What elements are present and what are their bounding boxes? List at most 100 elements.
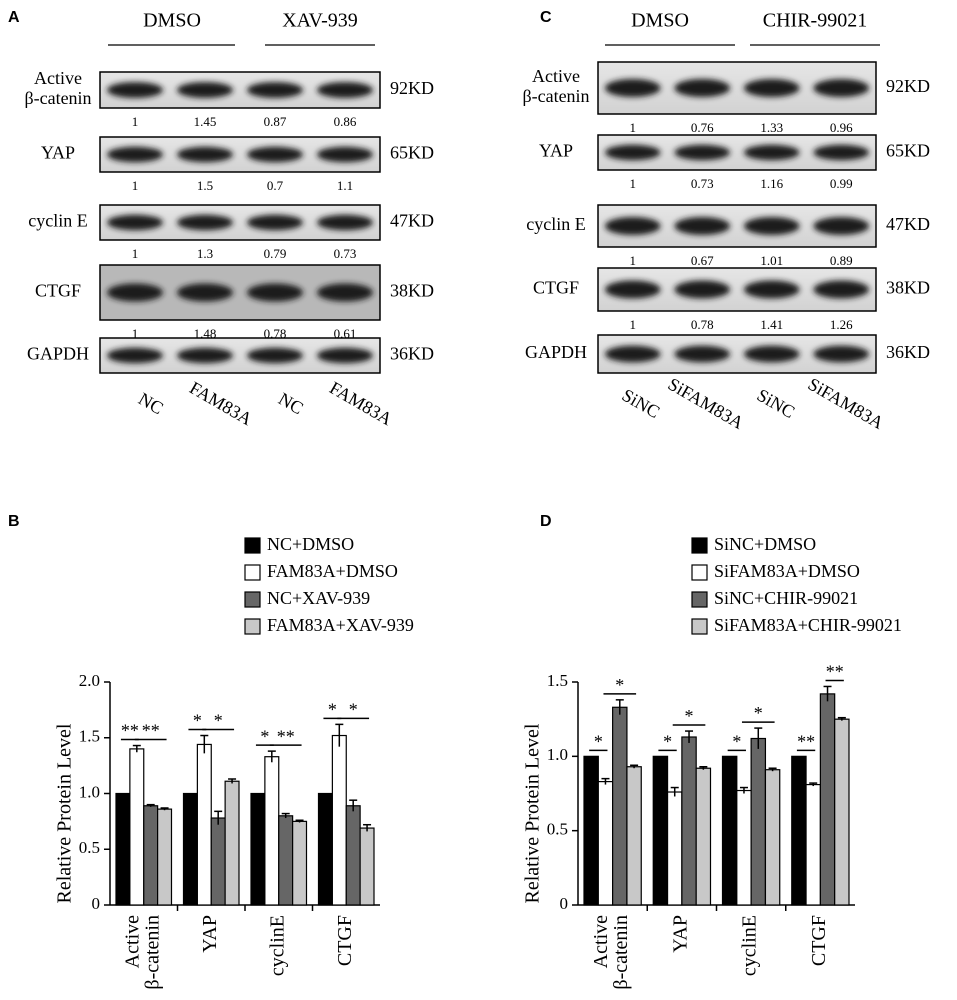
lane-label: FAM83A — [326, 378, 395, 430]
band — [247, 347, 303, 364]
band — [177, 214, 233, 231]
x-tick-label: CTGF — [808, 915, 830, 966]
lane-label: SiNC — [754, 385, 799, 422]
lane-label: SiFAM83A — [805, 374, 887, 433]
significance-label: ** — [826, 662, 844, 682]
panel-letter: A — [8, 9, 20, 26]
quant-label: 1 — [132, 114, 139, 129]
bar — [764, 769, 781, 906]
quant-label: 0.79 — [264, 246, 287, 261]
significance-label: ** — [121, 721, 139, 741]
bar — [210, 817, 226, 906]
error-bar — [739, 786, 748, 794]
row-label: CTGF — [35, 281, 81, 301]
bar — [681, 736, 697, 906]
legend-label: SiNC+CHIR-99021 — [714, 588, 858, 608]
y-tick-label: 1.0 — [79, 782, 100, 801]
band — [604, 144, 661, 161]
size-label: 36KD — [886, 342, 930, 362]
error-bar — [281, 812, 290, 819]
significance-label: * — [663, 731, 672, 751]
row-label: Active — [532, 66, 580, 86]
x-tick-label: β-catenin — [610, 915, 632, 990]
bar — [224, 780, 240, 906]
bar — [359, 827, 375, 906]
significance-label: * — [754, 703, 763, 723]
row-label: cyclin E — [28, 211, 87, 231]
band — [743, 345, 800, 363]
error-bar — [160, 807, 169, 811]
bar — [736, 789, 752, 906]
legend-label: NC+DMSO — [267, 534, 354, 554]
band — [813, 345, 870, 363]
row-label: CTGF — [533, 278, 579, 298]
bar — [182, 792, 198, 906]
significance-label: * — [328, 699, 337, 719]
band — [317, 146, 373, 163]
quant-label: 1 — [132, 246, 139, 261]
bar — [750, 737, 767, 906]
quant-label: 1.33 — [760, 120, 783, 135]
size-label: 47KD — [390, 211, 434, 231]
bar — [250, 792, 266, 906]
error-bar — [670, 786, 679, 797]
legend-swatch — [691, 618, 708, 635]
quant-label: 0.7 — [267, 178, 284, 193]
significance-label: * — [685, 706, 694, 726]
band — [317, 283, 373, 302]
band — [813, 79, 870, 97]
x-tick-label: YAP — [199, 915, 221, 953]
band — [604, 217, 661, 235]
quant-label: 1.01 — [760, 253, 783, 268]
error-bar — [295, 819, 304, 823]
quant-label: 1 — [630, 120, 637, 135]
significance-label: * — [732, 731, 741, 751]
bar — [626, 766, 642, 906]
bar — [264, 756, 280, 906]
quant-label: 1 — [630, 176, 637, 191]
error-bar — [685, 730, 694, 743]
band — [813, 280, 870, 299]
bar — [695, 767, 712, 906]
band — [177, 146, 233, 163]
band — [743, 144, 800, 161]
band — [604, 79, 661, 97]
error-bar — [823, 685, 832, 702]
band — [247, 283, 303, 302]
legend-label: SiFAM83A+CHIR-99021 — [714, 615, 902, 635]
bar — [129, 748, 145, 906]
legend-swatch — [691, 564, 708, 581]
legend-label: FAM83A+XAV-939 — [267, 615, 414, 635]
significance-label: ** — [142, 721, 160, 741]
error-bar — [601, 777, 610, 785]
quant-label: 0.87 — [264, 114, 287, 129]
quant-label: 0.73 — [691, 176, 714, 191]
row-label: YAP — [41, 143, 75, 163]
error-bar — [267, 750, 276, 763]
band — [107, 347, 163, 364]
bar — [805, 783, 821, 906]
band — [813, 144, 870, 161]
error-bar — [200, 734, 209, 754]
legend-swatch — [244, 564, 261, 581]
bar — [292, 820, 308, 906]
bar — [597, 781, 614, 906]
band — [674, 79, 731, 97]
bar — [834, 718, 850, 906]
x-tick-label: cyclinE — [739, 915, 761, 976]
error-bar — [228, 778, 237, 784]
band — [604, 280, 661, 299]
significance-label: * — [349, 699, 358, 719]
y-tick-label: 1.5 — [79, 727, 100, 746]
error-bar — [349, 799, 358, 812]
group-label: XAV-939 — [282, 10, 358, 32]
band — [177, 283, 233, 302]
quant-label: 1 — [630, 253, 637, 268]
size-label: 38KD — [886, 278, 930, 298]
error-bar — [837, 716, 846, 721]
legend-label: SiNC+DMSO — [714, 534, 816, 554]
bar — [791, 755, 807, 906]
lane-label: NC — [135, 388, 167, 418]
quant-label: 0.61 — [334, 326, 357, 341]
bar — [331, 734, 347, 906]
